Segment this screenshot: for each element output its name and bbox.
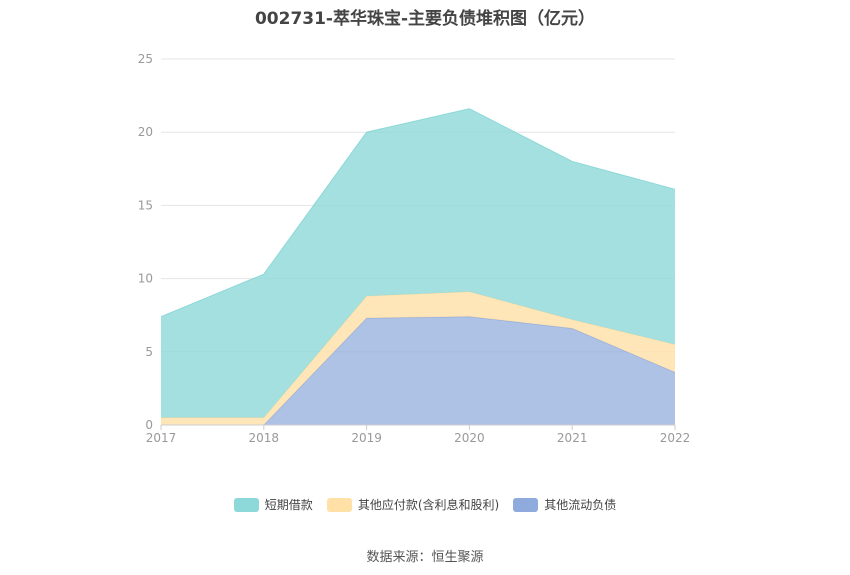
y-tick-label: 5 bbox=[145, 345, 153, 359]
y-tick-label: 25 bbox=[138, 52, 153, 66]
legend-label: 其他流动负债 bbox=[544, 498, 617, 512]
legend-swatch bbox=[513, 497, 539, 512]
area-series-2 bbox=[161, 108, 675, 418]
x-tick-label: 2020 bbox=[454, 431, 485, 445]
legend-label: 短期借款 bbox=[264, 498, 313, 512]
y-tick-label: 15 bbox=[138, 198, 153, 212]
x-tick-label: 2017 bbox=[146, 431, 177, 445]
legend-item[interactable]: 其他流动负债 bbox=[513, 496, 616, 513]
legend-item[interactable]: 其他应付款(含利息和股利) bbox=[326, 496, 500, 513]
x-tick-label: 2022 bbox=[660, 431, 691, 445]
source-note: 数据来源：恒生聚源 bbox=[366, 550, 484, 565]
chart-title: 002731-萃华珠宝-主要负债堆积图（亿元） bbox=[254, 9, 596, 29]
legend-label: 其他应付款(含利息和股利) bbox=[357, 498, 500, 512]
legend-swatch bbox=[326, 497, 352, 512]
area-series-1 bbox=[161, 291, 675, 425]
area-series bbox=[160, 108, 676, 426]
area-series-0 bbox=[161, 316, 675, 425]
series-edge-2 bbox=[160, 108, 676, 318]
y-tick-label: 10 bbox=[138, 272, 153, 286]
x-tick-label: 2021 bbox=[557, 431, 588, 445]
y-tick-label: 0 bbox=[145, 418, 153, 432]
y-tick-label: 20 bbox=[138, 125, 153, 139]
legend: 短期借款 其他应付款(含利息和股利) 其他流动负债 bbox=[0, 496, 850, 513]
legend-swatch bbox=[233, 497, 259, 512]
legend-item[interactable]: 短期借款 bbox=[233, 496, 313, 513]
axes: 0 5 10 15 20 25 2017 2018 2019 2020 2021 2022 bbox=[138, 52, 691, 445]
x-tick-label: 2019 bbox=[351, 431, 382, 445]
x-tick-label: 2018 bbox=[249, 431, 280, 445]
